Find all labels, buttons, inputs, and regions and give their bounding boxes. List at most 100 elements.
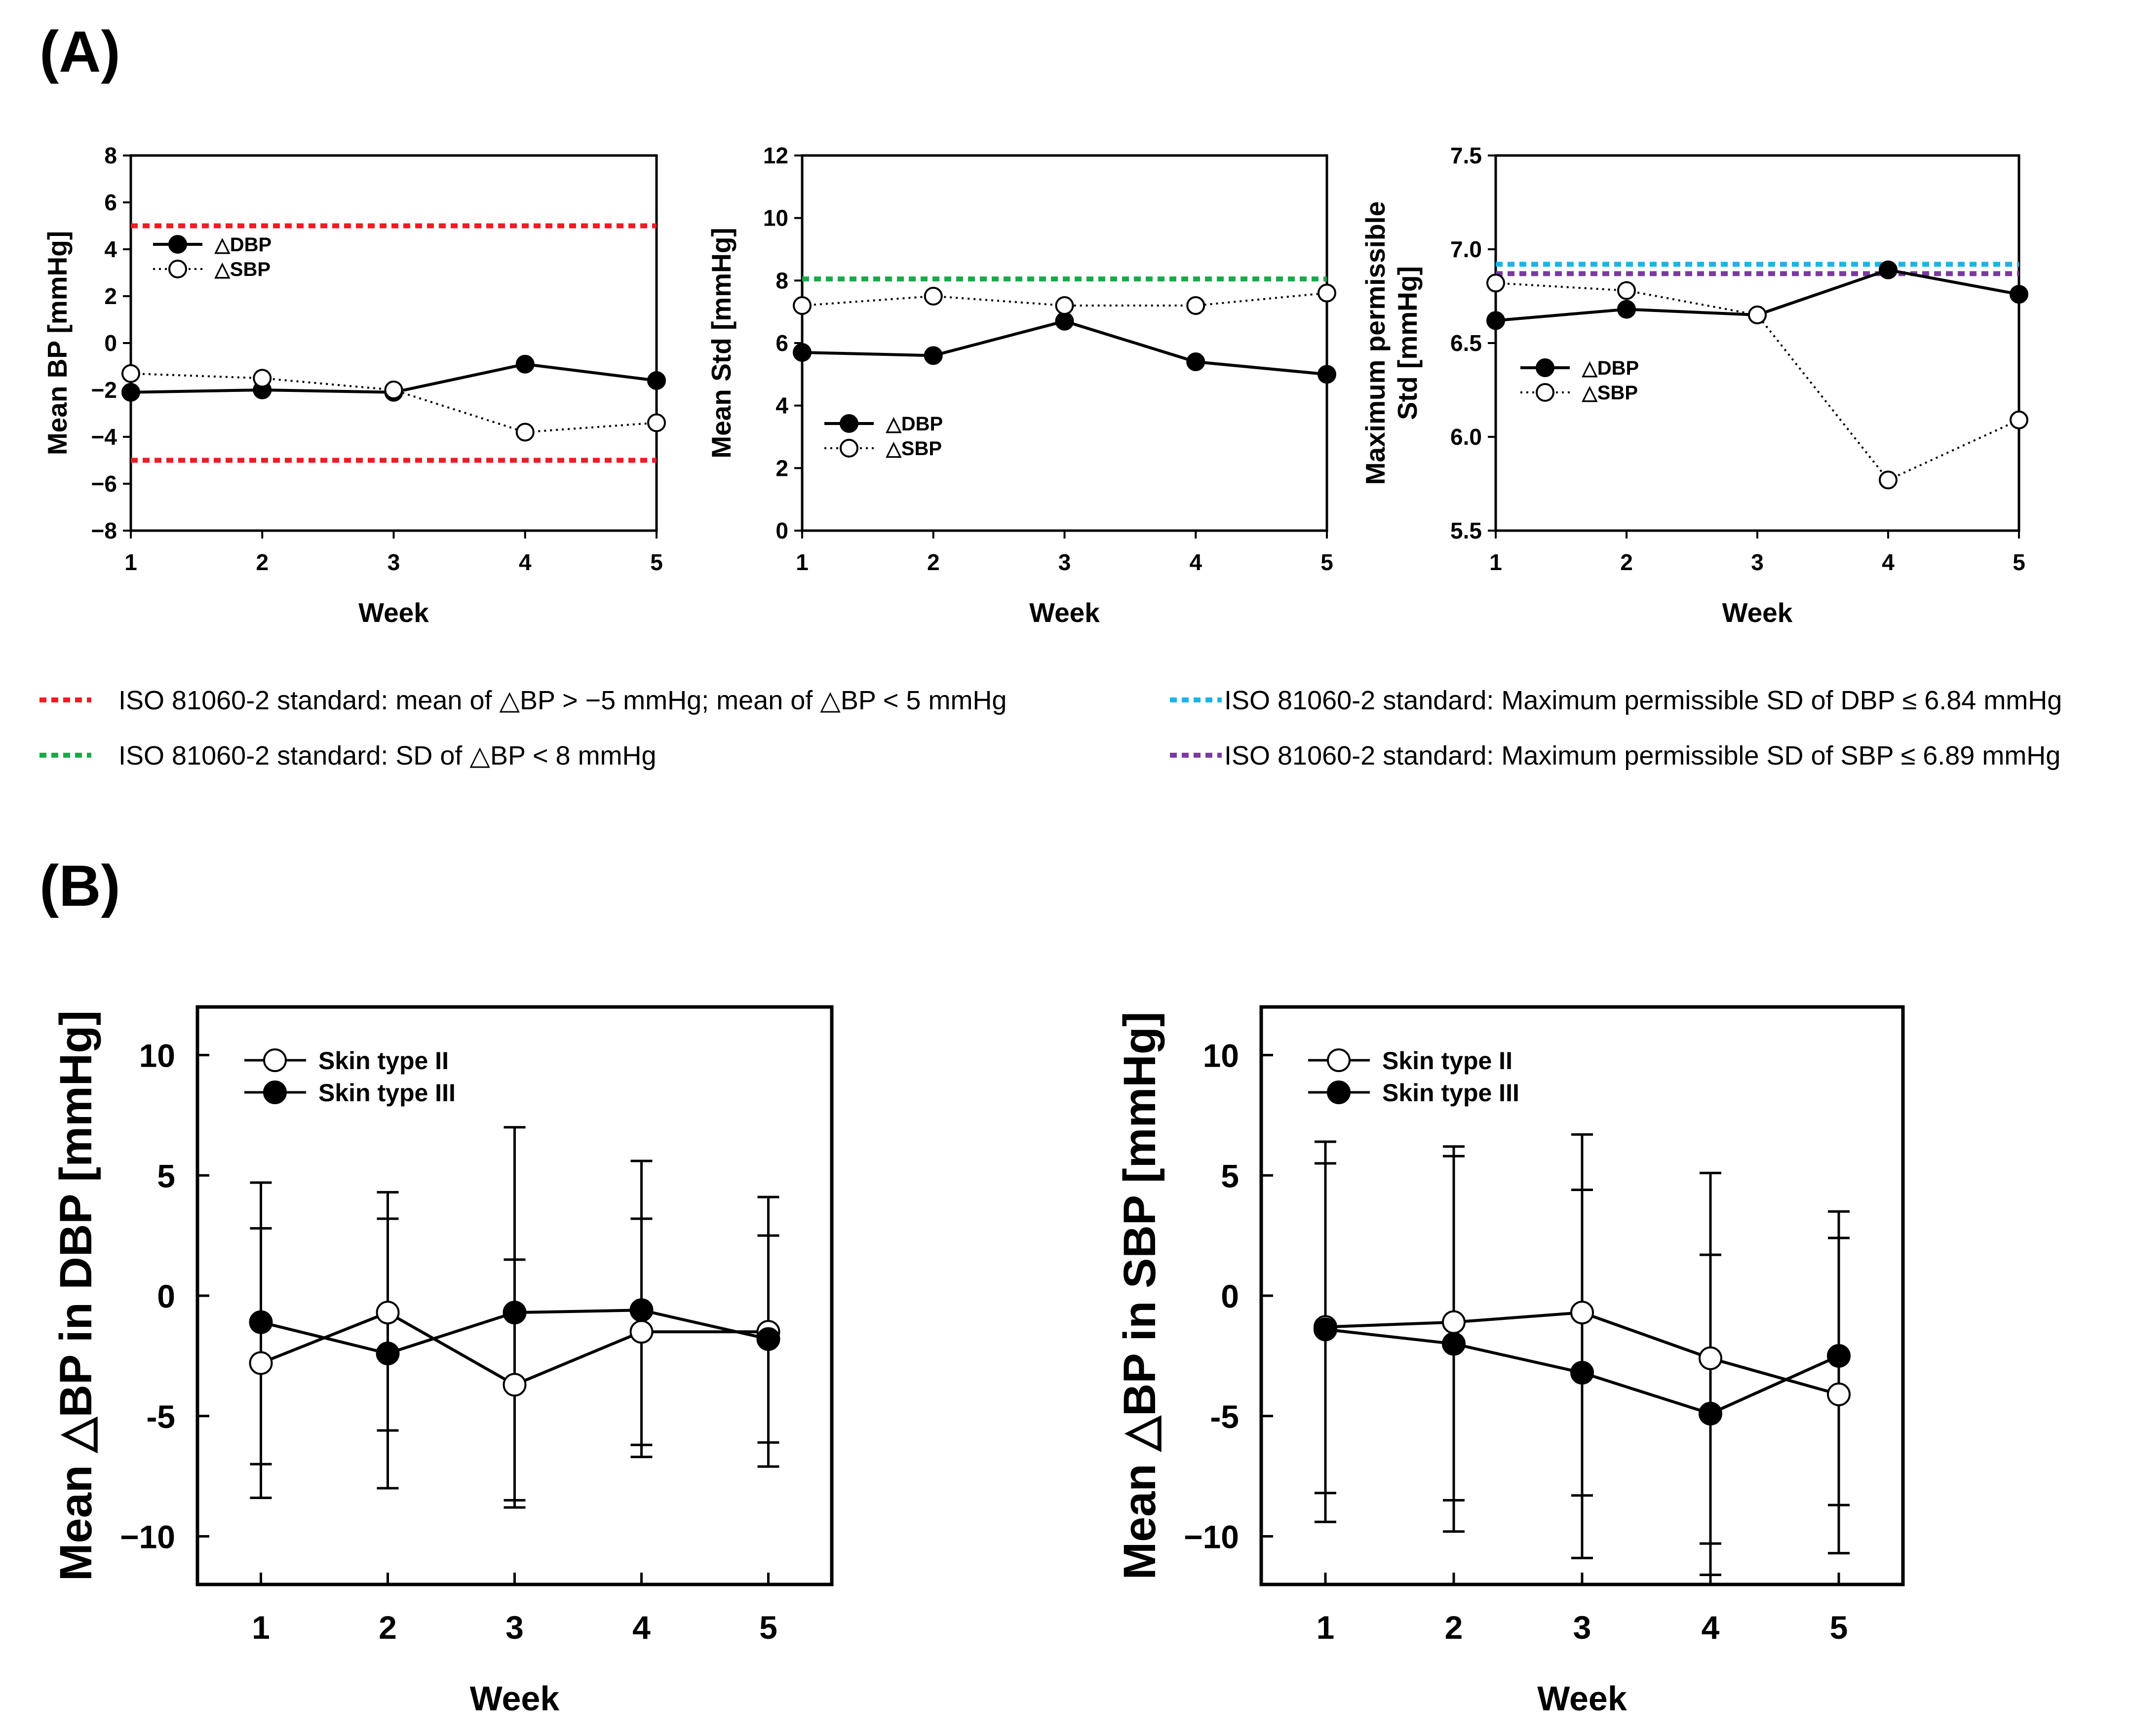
y-tick-label: 2 [104, 283, 117, 309]
y-tick-label: 8 [775, 268, 788, 293]
y-tick-label: 6 [775, 330, 788, 356]
data-point [1318, 283, 1336, 303]
plot-frame [129, 154, 658, 532]
data-point [1055, 311, 1074, 331]
y-tick-label: 5 [1221, 1157, 1239, 1194]
data-point [1186, 296, 1205, 315]
legend-marker [840, 414, 858, 433]
legend-label: Skin type III [1382, 1079, 1519, 1107]
data-point [121, 364, 140, 383]
y-tick-label: 4 [104, 236, 117, 262]
y-tick-label: 0 [157, 1278, 175, 1314]
legend-label: Skin type II [1382, 1047, 1512, 1075]
x-axis-title: Week [358, 597, 429, 628]
data-point [384, 381, 403, 399]
data-point [376, 1301, 400, 1325]
data-point [1570, 1301, 1594, 1325]
data-point [249, 1310, 273, 1334]
x-tick-label: 2 [379, 1609, 397, 1646]
x-tick-label: 4 [1882, 549, 1895, 575]
legend-label: △SBP [1582, 382, 1638, 404]
y-tick-label: −10 [1184, 1519, 1239, 1555]
data-point [253, 369, 272, 388]
standard-text-dbp-max: ISO 81060-2 standard: Maximum permissibl… [1224, 686, 2062, 715]
x-tick-label: 1 [1317, 1609, 1335, 1646]
data-point [924, 287, 943, 306]
y-tick-label: 8 [104, 143, 117, 168]
panel-a-label: (A) [39, 19, 120, 84]
x-tick-label: 1 [1489, 549, 1502, 575]
y-tick-label: 12 [763, 143, 788, 168]
legend-marker [1536, 358, 1554, 377]
data-point [1879, 470, 1898, 490]
y-tick-label: 10 [139, 1038, 175, 1074]
data-point [793, 296, 812, 315]
legend-label: △DBP [1582, 357, 1639, 379]
data-point [1617, 281, 1636, 300]
y-tick-label: 7.5 [1450, 143, 1482, 168]
x-tick-label: 3 [1573, 1609, 1591, 1646]
data-point [1617, 300, 1636, 319]
y-tick-label: 10 [763, 205, 788, 231]
data-point [647, 371, 666, 390]
x-tick-label: 1 [252, 1609, 270, 1646]
legend-marker [168, 235, 187, 254]
y-axis-title: Mean △BP in DBP [mmHg] [51, 1010, 101, 1581]
y-tick-label: 5 [157, 1157, 175, 1194]
legend-label: △DBP [214, 234, 271, 256]
y-tick-label: 7.0 [1450, 236, 1482, 262]
x-tick-label: 4 [1702, 1609, 1720, 1646]
x-tick-label: 5 [1830, 1609, 1848, 1646]
x-tick-label: 3 [1058, 549, 1071, 575]
data-point [1055, 296, 1074, 315]
data-point [1570, 1361, 1594, 1385]
legend-label: △SBP [214, 259, 271, 280]
y-tick-label: 0 [1221, 1278, 1239, 1314]
plot-frame [801, 154, 1328, 532]
data-point [924, 346, 943, 365]
y-tick-label: 0 [104, 330, 117, 356]
chart-max-permissible-std: 7.5 7.0 6.5 6.0 5.5 1 2 3 4 5 Week Maximum permissi… [1360, 143, 2028, 628]
chart-sbp-skin-type: 10 5 0 -5 −10 1 2 3 4 5 Week Mean △BP in SBP [mmHg]… [1115, 1005, 1905, 1718]
y-axis-title-line2: Std [mmHg] [1392, 266, 1423, 420]
data-point [1879, 260, 1898, 279]
y-tick-label: 2 [775, 455, 788, 481]
y-tick-label: −4 [91, 424, 117, 450]
x-tick-label: 2 [927, 549, 940, 575]
data-point [2010, 410, 2028, 429]
data-point [647, 413, 666, 432]
x-axis-title: Week [1029, 597, 1100, 628]
data-point [1442, 1310, 1466, 1334]
legend-marker [168, 260, 187, 278]
data-point [1486, 311, 1505, 330]
x-tick-label: 1 [796, 549, 809, 575]
legend-marker [263, 1080, 287, 1104]
y-tick-label: 0 [775, 518, 788, 543]
data-point [249, 1351, 273, 1375]
y-tick-label: −10 [120, 1519, 175, 1555]
data-point [1186, 352, 1205, 371]
y-tick-label: -5 [146, 1398, 175, 1435]
legend-marker [1536, 383, 1554, 402]
standard-text-sbp-max: ISO 81060-2 standard: Maximum permissibl… [1224, 741, 2060, 771]
y-axis-title: Mean BP [mmHg] [42, 231, 73, 455]
data-point [376, 1342, 400, 1365]
legend-label: △SBP [886, 438, 942, 460]
x-axis-title: Week [1537, 1679, 1627, 1718]
series-line [1495, 282, 2019, 481]
x-tick-label: 3 [1751, 549, 1764, 575]
legend-label: Skin type III [318, 1079, 456, 1107]
x-tick-label: 2 [1445, 1609, 1463, 1646]
legend-marker [1327, 1080, 1351, 1104]
y-tick-label: −8 [91, 518, 117, 543]
y-tick-label: 10 [1203, 1038, 1239, 1074]
y-tick-label: 6.0 [1450, 424, 1482, 450]
x-axis-title: Week [470, 1679, 560, 1718]
standard-text-mean: ISO 81060-2 standard: mean of △BP > −5 m… [118, 686, 1007, 715]
x-tick-label: 3 [388, 549, 400, 575]
data-point [756, 1327, 780, 1351]
x-tick-label: 5 [1320, 549, 1333, 575]
x-tick-label: 2 [256, 549, 269, 575]
